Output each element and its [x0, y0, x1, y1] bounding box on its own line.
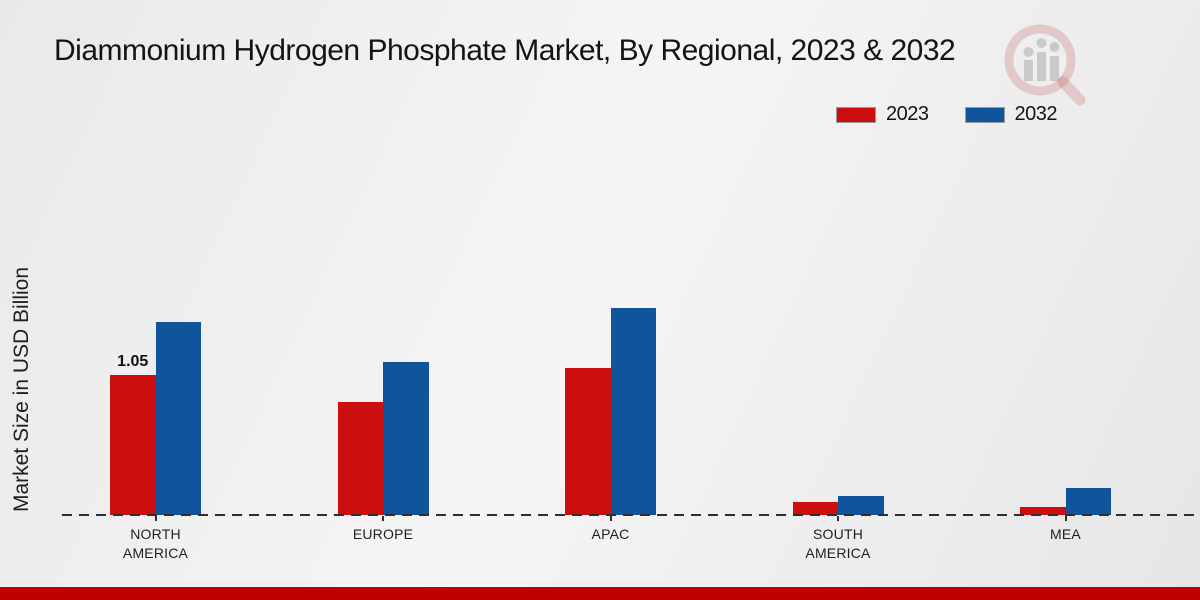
legend: 2023 2032 — [836, 103, 1057, 126]
category-label-apac: APAC — [591, 526, 630, 542]
legend-swatch-2032 — [964, 106, 1005, 123]
legend-label-2032: 2032 — [1014, 103, 1058, 125]
bar-north-america-2032 — [155, 321, 201, 515]
x-axis-tick-south-america — [837, 516, 839, 521]
x-axis-tick-europe — [382, 516, 384, 521]
legend-item-2032: 2032 — [964, 103, 1058, 126]
x-axis-tick-north-america — [154, 516, 157, 521]
bar-apac-2023 — [565, 368, 611, 515]
bar-south-america-2032 — [838, 496, 884, 515]
bar-europe-2032 — [383, 361, 429, 515]
category-label-north-america: NORTH AMERICA — [122, 526, 189, 561]
category-label-mea: MEA — [1050, 526, 1081, 542]
x-axis-tick-mea — [1064, 516, 1067, 521]
legend-label-2023: 2023 — [886, 103, 929, 125]
category-label-south-america: SOUTH AMERICA — [805, 526, 871, 561]
y-axis-title: Market Size in USD Billion — [10, 266, 33, 513]
bar-north-america-2023 — [110, 375, 156, 515]
x-axis-zero-line — [62, 514, 1198, 516]
value-label-north-america-2023: 1.05 — [117, 353, 149, 370]
chart-title: Diammonium Hydrogen Phosphate Market, By… — [54, 34, 956, 67]
legend-item-2023: 2023 — [836, 103, 929, 126]
x-axis-tick-apac — [609, 516, 612, 521]
bar-mea-2023 — [1020, 507, 1066, 515]
bar-apac-2032 — [610, 308, 656, 515]
bar-europe-2023 — [337, 401, 383, 515]
bar-south-america-2023 — [792, 501, 838, 515]
market-research-magnifier-logo-icon — [1004, 24, 1086, 106]
legend-swatch-2023 — [836, 106, 876, 123]
category-label-europe: EUROPE — [352, 526, 414, 542]
footer-accent-bar — [0, 587, 1200, 600]
bar-mea-2032 — [1065, 488, 1111, 515]
